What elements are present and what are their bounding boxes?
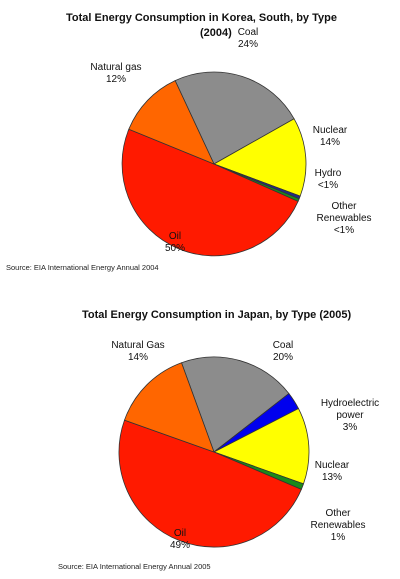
- pie-slice-oil: [121, 128, 299, 257]
- slice-label-coal: Coal 20%: [272, 340, 294, 363]
- source-note: Source: EIA International Energy Annual …: [58, 562, 211, 571]
- pie-slice-natural-gas: [128, 80, 215, 165]
- slice-label-natural-gas: Natural Gas 14%: [111, 340, 165, 363]
- slice-label-other-renewables: Other Renewables <1%: [316, 201, 372, 236]
- pie-slice-natural-gas: [123, 362, 215, 453]
- korea-pie: [121, 71, 307, 257]
- chart-subtitle: (2004): [200, 27, 232, 39]
- pie-slice-oil: [118, 419, 302, 548]
- slice-label-natural-gas: Natural gas 12%: [90, 62, 142, 85]
- pie-slice-nuclear: [212, 408, 310, 485]
- pie-slice-nuclear: [213, 118, 307, 197]
- slice-label-coal: Coal 24%: [237, 27, 259, 50]
- chart-title: Total Energy Consumption in Korea, South…: [66, 12, 337, 24]
- slice-label-oil: Oil 50%: [164, 231, 185, 254]
- korea-chart: Total Energy Consumption in Korea, South…: [6, 12, 372, 272]
- japan-pie: [118, 356, 310, 548]
- japan-chart: Total Energy Consumption in Japan, by Ty…: [0, 300, 400, 579]
- pie-slice-coal: [180, 356, 290, 453]
- slice-label-hydroelectric: Hydroelectric power 3%: [320, 398, 380, 433]
- slice-label-nuclear: Nuclear 14%: [312, 125, 348, 148]
- slice-label-nuclear: Nuclear 13%: [314, 460, 350, 483]
- slice-label-hydro: Hydro <1%: [314, 168, 342, 191]
- source-note: Source: EIA International Energy Annual …: [6, 263, 159, 272]
- slice-label-oil: Oil 49%: [169, 528, 190, 551]
- slice-label-other-renewables: Other Renewables 1%: [310, 508, 366, 543]
- pie-slice-coal: [174, 71, 295, 165]
- chart-title: Total Energy Consumption in Japan, by Ty…: [82, 309, 352, 321]
